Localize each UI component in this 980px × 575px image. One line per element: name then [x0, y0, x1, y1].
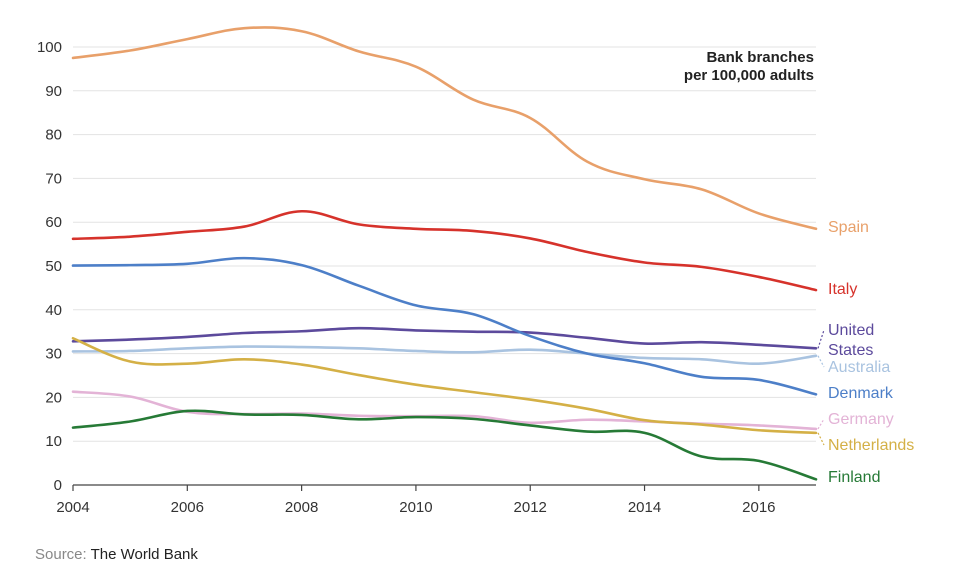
- series-line-spain: [71, 26, 818, 231]
- series-label-germany: Germany: [828, 411, 894, 428]
- x-tick-label: 2006: [171, 499, 204, 516]
- y-tick-label: 30: [45, 346, 62, 363]
- y-tick-label: 90: [45, 83, 62, 100]
- source-prefix: Source:: [35, 546, 87, 563]
- axes: 0 10 20 30 40 50 60 70 80 90 100 2004 2006 2008 2010 20…: [37, 39, 816, 516]
- series-label-denmark: Denmark: [828, 385, 894, 402]
- series-label-italy: Italy: [828, 281, 857, 298]
- y-tick-label: 50: [45, 258, 62, 275]
- y-tick-label: 80: [45, 127, 62, 144]
- y-tick-label: 40: [45, 302, 62, 319]
- label-leader-germany: [817, 418, 825, 430]
- y-tick-label: 100: [37, 39, 62, 56]
- series-label-united-states: States: [828, 342, 873, 359]
- series-lines: [71, 26, 818, 481]
- x-tick-label: 2016: [742, 499, 775, 516]
- y-tick-label: 70: [45, 170, 62, 187]
- series-label-australia: Australia: [828, 359, 890, 376]
- series-label-finland: Finland: [828, 469, 880, 486]
- x-tick-label: 2012: [514, 499, 547, 516]
- series-line-united-states: [71, 326, 818, 350]
- y-tick-label: 60: [45, 214, 62, 231]
- x-tick-label: 2004: [56, 499, 89, 516]
- chart-title-line-1: Bank branches: [706, 49, 814, 66]
- y-tick-label: 0: [54, 477, 62, 494]
- x-tick-label: 2010: [399, 499, 432, 516]
- source-name: The World Bank: [90, 546, 198, 563]
- chart-title-line-2: per 100,000 adults: [684, 67, 814, 84]
- series-line-denmark: [71, 256, 818, 396]
- source-note: Source: The World Bank: [35, 546, 198, 563]
- label-leader-united-states: [817, 329, 825, 349]
- label-leader-netherlands: [817, 432, 825, 446]
- series-label-spain: Spain: [828, 219, 869, 236]
- x-tick-label: 2008: [285, 499, 318, 516]
- line-chart: 0 10 20 30 40 50 60 70 80 90 100 2004 2006 2008 2010 20…: [37, 26, 914, 516]
- series-line-finland: [71, 409, 818, 481]
- series-line-italy: [71, 209, 818, 292]
- series-label-united-states: United: [828, 322, 874, 339]
- series-line-netherlands: [71, 336, 818, 435]
- x-tick-label: 2014: [628, 499, 661, 516]
- y-tick-label: 10: [45, 433, 62, 450]
- series-label-netherlands: Netherlands: [828, 437, 914, 454]
- y-tick-label: 20: [45, 389, 62, 406]
- gridlines: [73, 46, 816, 442]
- label-leader-australia: [817, 355, 825, 368]
- series-line-australia: [71, 345, 818, 366]
